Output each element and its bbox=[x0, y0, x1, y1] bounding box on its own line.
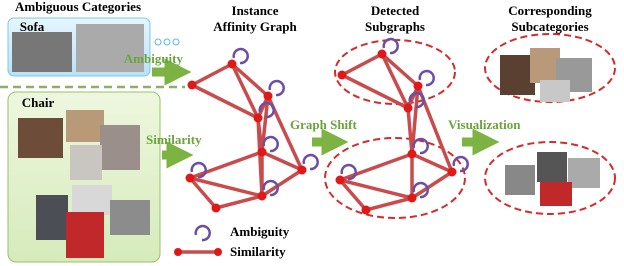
dot bbox=[155, 39, 161, 45]
legend-label: Ambiguity bbox=[230, 224, 290, 239]
legend-label: Similarity bbox=[230, 244, 286, 259]
column-title: Instance bbox=[232, 3, 279, 18]
edge bbox=[232, 64, 268, 96]
edge bbox=[192, 85, 258, 118]
edge bbox=[192, 64, 232, 85]
legend-loop bbox=[196, 226, 210, 240]
column-title: Corresponding bbox=[508, 3, 592, 18]
photo bbox=[100, 125, 140, 170]
node bbox=[174, 248, 182, 256]
node bbox=[378, 50, 387, 59]
photo bbox=[12, 32, 72, 72]
edge bbox=[258, 118, 262, 196]
chair-label: Chair bbox=[22, 95, 55, 110]
photo bbox=[72, 185, 112, 215]
dot bbox=[173, 39, 179, 45]
arrow-label: Similarity bbox=[146, 132, 202, 147]
node bbox=[228, 60, 237, 69]
node bbox=[258, 192, 267, 201]
node bbox=[188, 81, 197, 90]
column-title: Subcategories bbox=[511, 19, 588, 34]
node bbox=[298, 166, 307, 175]
edge bbox=[342, 54, 382, 75]
arrow-label: Graph Shift bbox=[290, 117, 357, 132]
edge bbox=[366, 198, 412, 210]
edge bbox=[340, 154, 412, 180]
self-loop bbox=[420, 71, 434, 85]
self-loop bbox=[304, 155, 318, 169]
node bbox=[186, 174, 195, 183]
photo bbox=[36, 195, 68, 240]
node bbox=[414, 82, 423, 91]
node bbox=[254, 114, 263, 123]
node bbox=[264, 92, 273, 101]
edge bbox=[412, 172, 452, 198]
photo bbox=[110, 200, 150, 235]
sofa-label: Sofa bbox=[20, 19, 45, 34]
edge bbox=[216, 196, 262, 208]
photo bbox=[500, 55, 535, 95]
node bbox=[404, 104, 413, 113]
edge bbox=[340, 180, 412, 198]
photo bbox=[70, 145, 102, 180]
photo bbox=[66, 212, 104, 258]
node bbox=[448, 168, 457, 177]
node bbox=[336, 176, 345, 185]
edge bbox=[262, 170, 302, 196]
self-loop bbox=[270, 81, 284, 95]
self-loop bbox=[264, 137, 278, 151]
node bbox=[338, 71, 347, 80]
node bbox=[214, 248, 222, 256]
panel-title: Ambiguous Categories bbox=[15, 0, 141, 14]
photo bbox=[505, 165, 535, 195]
photo bbox=[18, 118, 63, 158]
arrow-label: Visualization bbox=[448, 117, 521, 132]
photo bbox=[540, 182, 572, 206]
diagram: Ambiguous Categories Sofa Chair Ambiguit… bbox=[0, 0, 624, 266]
self-loop bbox=[234, 49, 248, 63]
arrow-label: Ambiguity bbox=[124, 51, 184, 66]
photo bbox=[568, 158, 600, 188]
edge bbox=[190, 152, 262, 178]
photo bbox=[66, 110, 104, 142]
photo bbox=[537, 152, 567, 182]
photo bbox=[540, 80, 570, 102]
node bbox=[212, 204, 221, 213]
node bbox=[408, 194, 417, 203]
node bbox=[258, 148, 267, 157]
edge bbox=[190, 178, 262, 196]
node bbox=[408, 150, 417, 159]
column-title: Subgraphs bbox=[365, 19, 425, 34]
node bbox=[362, 206, 371, 215]
column-title: Detected bbox=[371, 3, 420, 18]
photo bbox=[530, 48, 560, 83]
subgraph-ring bbox=[335, 40, 455, 104]
column-title: Affinity Graph bbox=[213, 19, 297, 34]
self-loop bbox=[384, 39, 398, 53]
dot bbox=[164, 39, 170, 45]
edge bbox=[382, 54, 418, 86]
